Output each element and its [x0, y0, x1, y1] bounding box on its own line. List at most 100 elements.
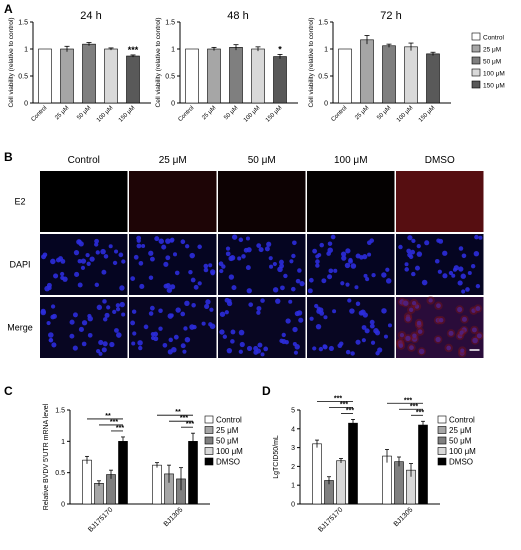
- panel-a-label: A: [4, 2, 13, 16]
- merge-e2-halo: [457, 328, 466, 337]
- y-tick-label: 0: [61, 502, 65, 509]
- micrograph-merge-0: [40, 297, 128, 358]
- y-tick-label: 1: [324, 47, 328, 54]
- nucleus: [448, 270, 454, 276]
- y-tick-label: 1: [24, 47, 28, 54]
- nucleus: [138, 345, 143, 351]
- legend-swatch: [204, 436, 214, 445]
- nucleus: [314, 303, 319, 309]
- nucleus: [245, 236, 250, 241]
- merge-e2-halo: [410, 331, 419, 340]
- merge-e2-halo: [401, 299, 410, 308]
- nucleus: [428, 298, 433, 303]
- bar: [229, 47, 243, 104]
- bar: [94, 483, 104, 505]
- panel-b-label: B: [4, 150, 13, 164]
- nucleus: [298, 317, 304, 323]
- nucleus: [381, 308, 387, 314]
- category-label: Control: [330, 105, 348, 123]
- nucleus: [424, 240, 430, 246]
- viability-chart-title: 48 h: [227, 10, 248, 22]
- nucleus: [476, 333, 482, 339]
- column-header: Control: [68, 155, 100, 166]
- bar: [126, 55, 140, 104]
- merge-e2-halo: [475, 331, 484, 341]
- bar: [60, 48, 74, 104]
- category-label: 50 μM: [376, 105, 392, 121]
- y-tick-label: 4: [291, 426, 295, 433]
- y-axis-label: LgTCID50/mL: [273, 435, 280, 479]
- legend-swatch: [437, 415, 447, 424]
- nucleus: [150, 256, 155, 262]
- nucleus: [387, 323, 392, 328]
- category-label: 50 μM: [76, 105, 92, 121]
- legend-label: 25 μM: [449, 426, 472, 435]
- nucleus: [315, 259, 320, 264]
- micrograph-e2-0: [40, 171, 128, 232]
- e2-signal: [307, 171, 395, 232]
- nucleus: [203, 267, 209, 273]
- legend-swatch: [471, 80, 481, 89]
- nucleus: [116, 332, 122, 338]
- nucleus: [467, 270, 472, 275]
- nucleus: [364, 328, 370, 334]
- nucleus: [72, 345, 78, 351]
- nucleus: [119, 285, 125, 291]
- nucleus: [87, 313, 92, 319]
- nucleus: [197, 244, 202, 250]
- nucleus: [375, 351, 380, 356]
- legend-label: Control: [216, 416, 242, 425]
- nucleus: [361, 338, 366, 343]
- bar: [360, 39, 374, 104]
- nucleus: [98, 351, 103, 356]
- nucleus: [434, 258, 440, 264]
- nucleus: [367, 252, 372, 257]
- nucleus: [231, 285, 237, 291]
- nucleus: [180, 311, 186, 317]
- merge-e2-halo: [417, 347, 426, 356]
- nucleus: [408, 254, 414, 260]
- micrograph-merge-3: [307, 297, 395, 358]
- nucleus: [292, 341, 297, 347]
- significance-label: ***: [186, 421, 194, 428]
- nucleus: [404, 267, 409, 272]
- nucleus: [138, 260, 144, 266]
- micrograph-e2-4: [396, 171, 484, 232]
- nucleus: [62, 276, 68, 282]
- nucleus: [340, 251, 347, 257]
- nucleus: [197, 281, 202, 286]
- micrograph-background: [218, 297, 306, 358]
- nucleus: [209, 323, 216, 330]
- y-tick-label: 0: [291, 502, 295, 509]
- nucleus: [193, 284, 199, 290]
- nucleus: [355, 301, 361, 306]
- nucleus: [363, 273, 368, 278]
- nucleus: [238, 237, 244, 243]
- nucleus: [355, 253, 361, 259]
- nucleus: [279, 338, 284, 344]
- nucleus: [136, 243, 142, 249]
- y-tick-label: 1.5: [318, 20, 328, 27]
- nucleus: [475, 283, 481, 289]
- nucleus: [183, 326, 188, 331]
- bar: [188, 441, 198, 505]
- nucleus: [57, 256, 64, 262]
- micrograph-dapi-4: [396, 234, 484, 295]
- bar: [38, 48, 52, 104]
- nucleus: [333, 268, 338, 273]
- nucleus: [309, 316, 314, 321]
- merge-e2-halo: [433, 335, 443, 344]
- merge-e2-halo: [473, 304, 483, 313]
- significance-label: ***: [416, 409, 424, 416]
- nucleus: [436, 238, 441, 243]
- nucleus: [292, 240, 297, 246]
- nucleus: [307, 288, 313, 294]
- nucleus: [370, 340, 376, 345]
- micrograph-merge-1: [129, 297, 217, 358]
- bar: [426, 53, 440, 104]
- nucleus: [354, 285, 359, 290]
- nucleus: [473, 250, 480, 257]
- nucleus: [409, 345, 414, 350]
- nucleus: [158, 326, 163, 331]
